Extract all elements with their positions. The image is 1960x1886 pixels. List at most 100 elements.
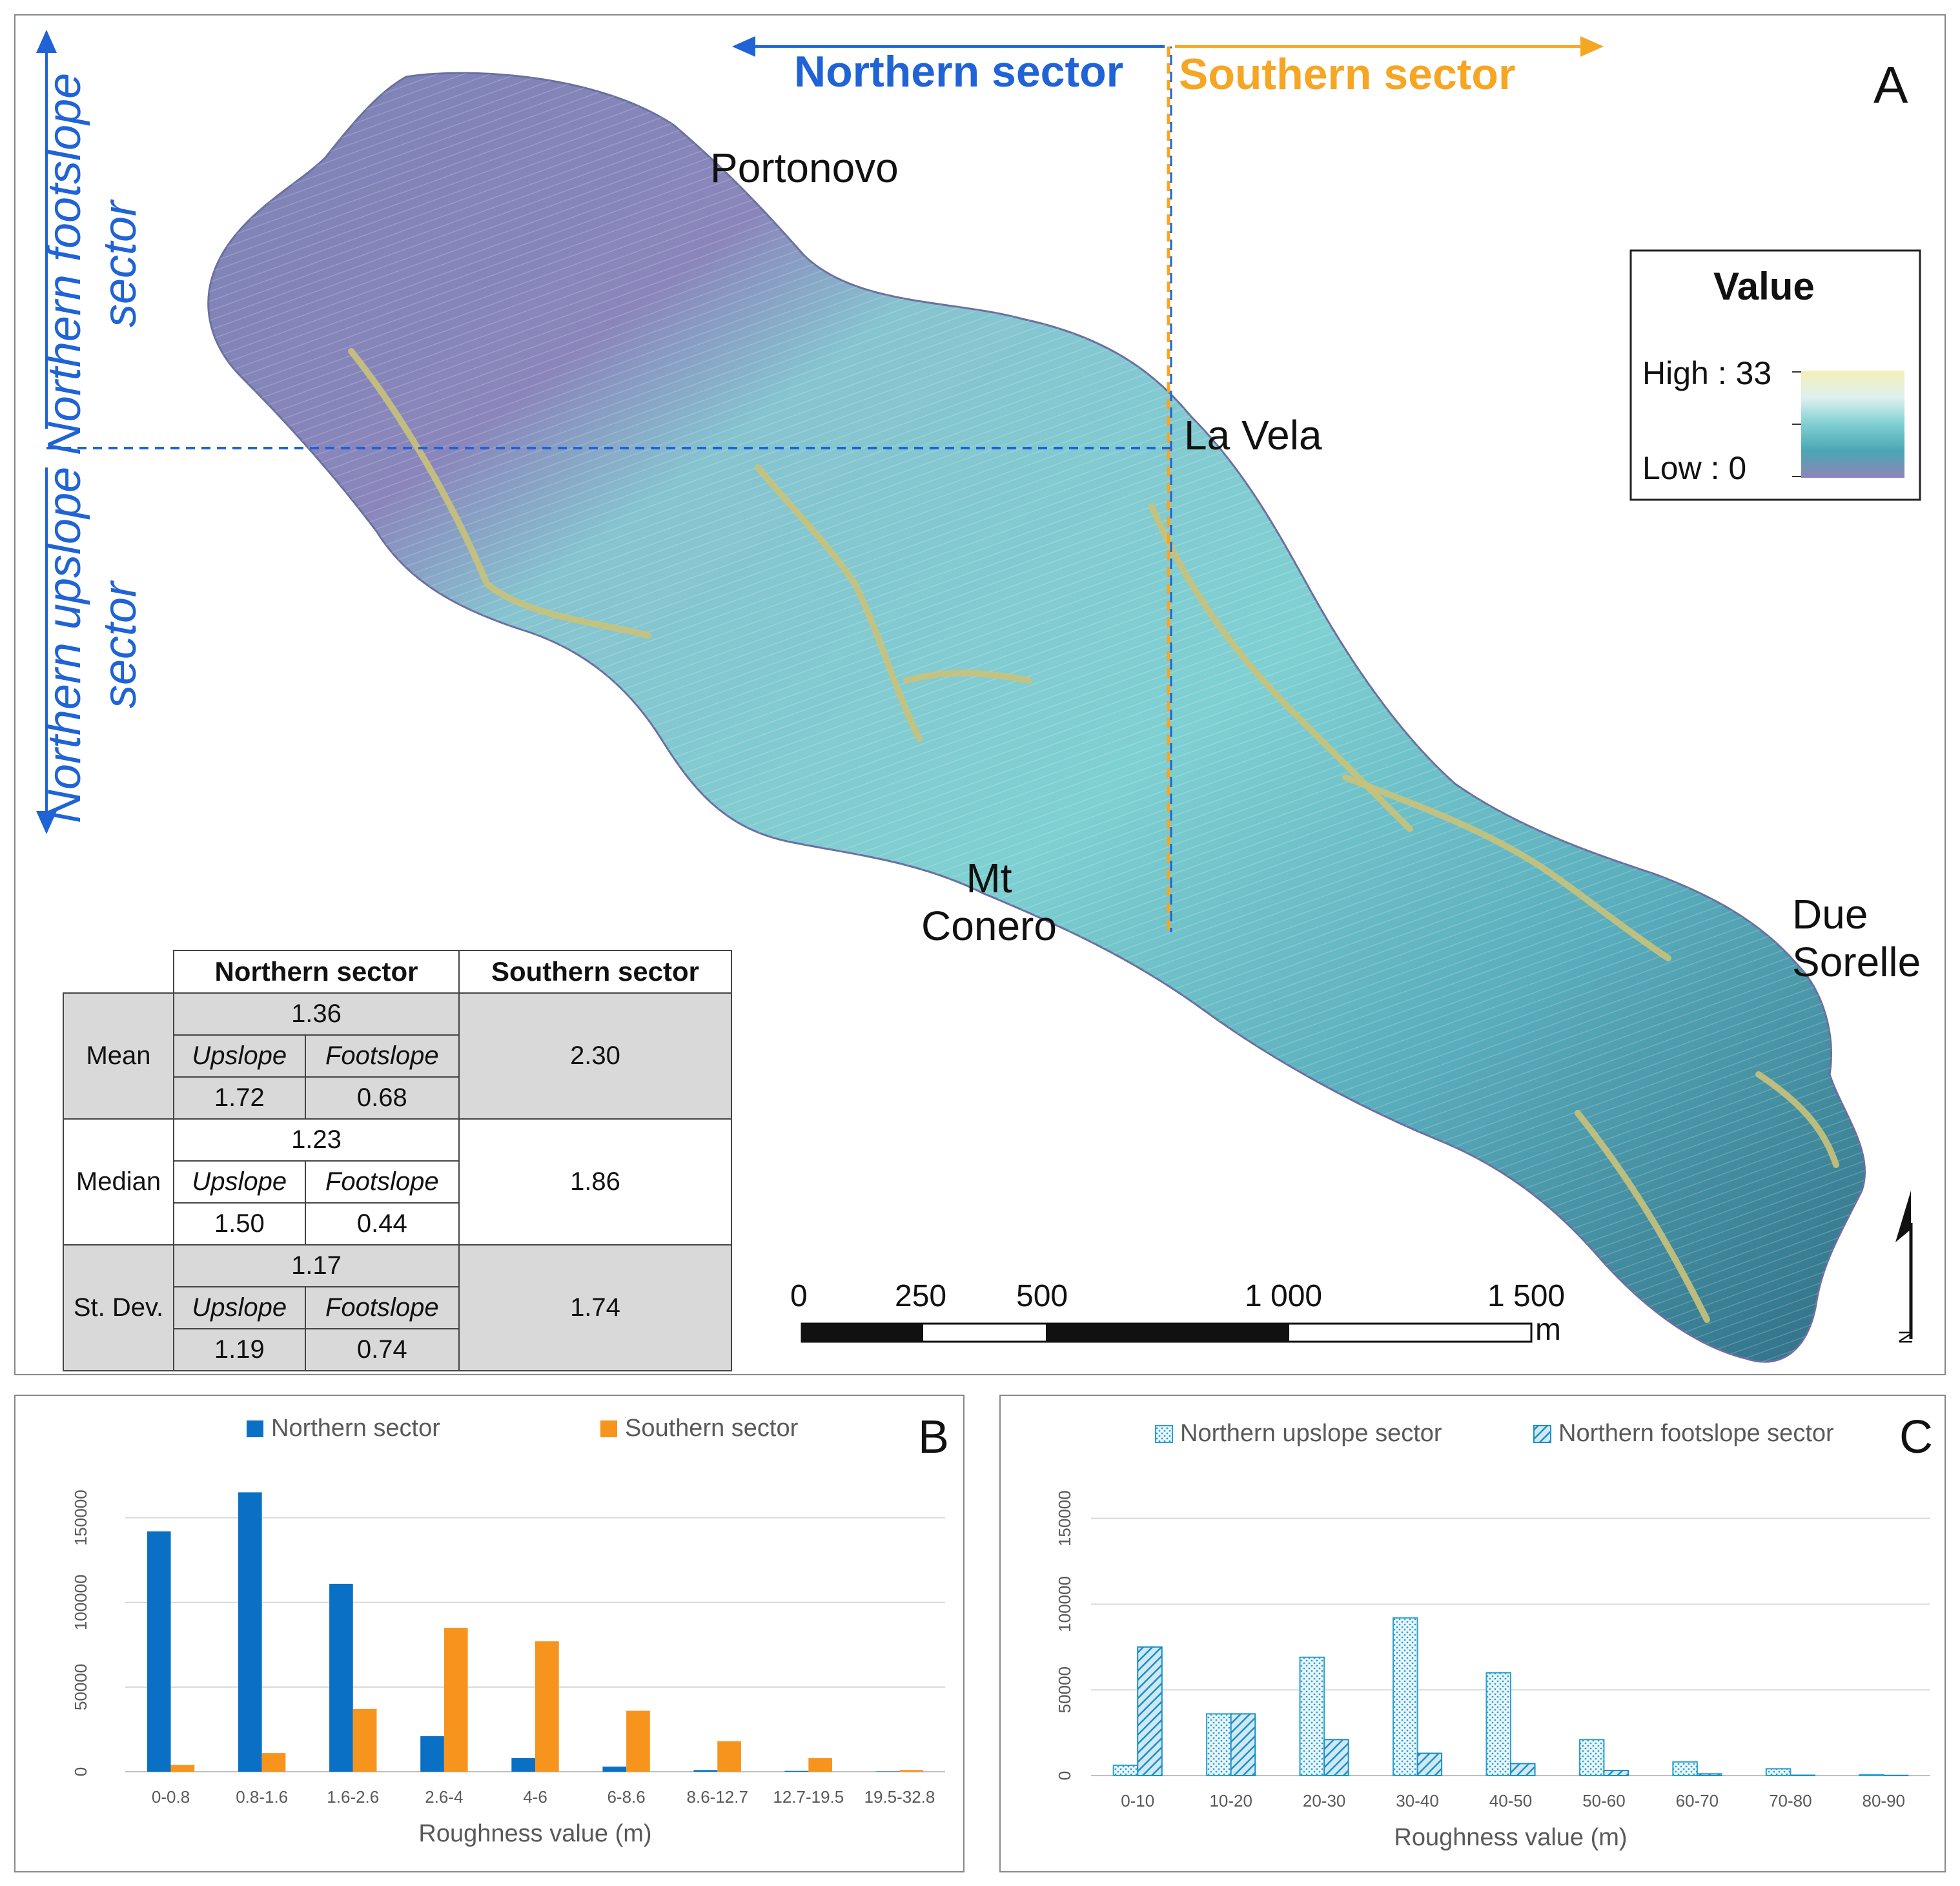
x-tick-label: 10-20 — [1209, 1791, 1252, 1810]
sub-up: Upslope — [173, 1034, 306, 1078]
footslope-sector-label: Northern footslope sector — [39, 70, 151, 458]
upslope-label-line2: sector — [94, 581, 146, 709]
foot-value: 0.68 — [304, 1076, 460, 1120]
histogram-c: 0 50000 100000 150000 0-10 10-20 20-30 30-40 40-… — [1055, 1411, 1933, 1851]
chart-panel-b: 0 50000 100000 150000 0-0.8 0.8-1.6 1.6-2.6 2.6… — [14, 1395, 965, 1872]
x-tick-label: 12.7-19.5 — [773, 1787, 844, 1807]
panel-letter-b: B — [918, 1411, 949, 1463]
place-sorelle: Sorelle — [1792, 938, 1921, 985]
place-conero: Conero — [921, 902, 1057, 949]
north-value: 1.36 — [173, 992, 460, 1036]
bar-series2-7 — [808, 1758, 833, 1772]
place-portonovo: Portonovo — [710, 145, 899, 191]
histogram-b: 0 50000 100000 150000 0-0.8 0.8-1.6 1.6-2.6 2.6… — [71, 1411, 949, 1847]
bar-series1-6 — [693, 1770, 718, 1772]
footslope-label-line2: sector — [94, 200, 146, 328]
bar-series1-2 — [329, 1583, 353, 1772]
bar-series2-3 — [444, 1628, 468, 1772]
upslope-arrow — [36, 467, 57, 834]
legend-gradient — [1801, 371, 1904, 478]
bar-series2-2 — [1323, 1739, 1349, 1777]
y-tick-label: 50000 — [71, 1664, 90, 1710]
row-label: St. Dev. — [63, 1244, 174, 1371]
bar-series1-7 — [784, 1770, 809, 1772]
x-tick-label: 6-8.6 — [607, 1787, 645, 1807]
y-tick-label: 100000 — [71, 1574, 90, 1630]
x-tick-label: 30-40 — [1396, 1791, 1439, 1810]
statistics-table: Northern sector Southern sector Mean 1.3… — [63, 950, 732, 1371]
peninsula-texture — [208, 73, 1865, 1362]
bar-series2-4 — [535, 1641, 559, 1772]
legend-swatch-2 — [600, 1420, 617, 1437]
bar-series1-1 — [1206, 1713, 1232, 1776]
x-axis-title: Roughness value (m) — [1394, 1824, 1627, 1851]
bar-series2-1 — [261, 1753, 286, 1772]
scale-bar — [801, 1322, 1533, 1343]
bar-series2-2 — [352, 1708, 377, 1772]
y-tick-label: 0 — [71, 1767, 90, 1776]
foot-value: 0.44 — [304, 1202, 460, 1245]
x-tick-label: 60-70 — [1676, 1791, 1719, 1810]
northern-sector-heading: Northern sector — [794, 47, 1124, 96]
bar-series2-5 — [626, 1710, 650, 1772]
scale-tick-0: 0 — [790, 1279, 808, 1313]
legend-label-1: Northern upslope sector — [1180, 1420, 1442, 1447]
x-tick-label: 0.8-1.6 — [236, 1787, 288, 1807]
legend-low: Low : 0 — [1642, 450, 1747, 486]
panel-letter-a: A — [1873, 56, 1908, 114]
south-value: 2.30 — [458, 992, 732, 1120]
place-mt-conero: Mt Conero — [892, 855, 1086, 950]
x-tick-label: 0-0.8 — [152, 1787, 190, 1807]
bar-series1-5 — [602, 1767, 627, 1772]
southern-sector-arrow — [1175, 36, 1604, 57]
y-tick-label: 100000 — [1055, 1576, 1074, 1632]
bar-series1-6 — [1672, 1761, 1698, 1776]
bar-series1-0 — [147, 1531, 171, 1772]
scale-tick-250: 250 — [895, 1279, 947, 1313]
legend-title: Value — [1713, 265, 1815, 308]
legend-high: High : 33 — [1642, 355, 1772, 391]
bar-series1-3 — [1393, 1617, 1418, 1777]
x-tick-label: 0-10 — [1121, 1791, 1154, 1810]
x-tick-label: 50-60 — [1582, 1791, 1626, 1810]
sub-foot: Footslope — [304, 1160, 460, 1204]
y-tick-label: 0 — [1055, 1771, 1074, 1780]
row-label: Median — [63, 1118, 174, 1245]
bar-series1-5 — [1578, 1739, 1605, 1777]
bar-series1-4 — [511, 1758, 535, 1772]
bar-series2-5 — [1603, 1770, 1629, 1776]
bar-series2-6 — [717, 1741, 741, 1772]
place-due-sorelle: Due Sorelle — [1792, 891, 1921, 986]
ridge-lines — [348, 348, 1839, 1323]
bar-series1-4 — [1485, 1672, 1512, 1776]
y-tick-label: 150000 — [71, 1490, 90, 1546]
bar-series1-8 — [875, 1771, 900, 1772]
upslope-sector-label: Northern upslope sector — [39, 451, 151, 839]
chart-panel-c: 0 50000 100000 150000 0-10 10-20 20-30 30-40 40-… — [999, 1395, 1946, 1872]
legend-swatch-2 — [1533, 1425, 1551, 1443]
sub-up: Upslope — [173, 1160, 306, 1204]
southern-sector-heading: Southern sector — [1179, 50, 1516, 99]
x-tick-label: 4-6 — [523, 1787, 547, 1807]
sub-foot: Footslope — [304, 1286, 460, 1329]
table-header-north: Northern sector — [173, 950, 460, 994]
x-tick-label: 2.6-4 — [425, 1787, 463, 1807]
bar-series1-1 — [238, 1492, 262, 1772]
bar-series2-0 — [170, 1765, 195, 1772]
bar-series2-6 — [1696, 1773, 1722, 1776]
y-tick-label: 50000 — [1055, 1666, 1074, 1713]
x-axis-title: Roughness value (m) — [418, 1820, 651, 1847]
map-panel: Northern sector Southern sector A Northe… — [14, 14, 1946, 1375]
bar-series2-3 — [1416, 1752, 1443, 1777]
north-value: 1.17 — [173, 1244, 460, 1287]
upslope-label-line1: Northern upslope — [39, 466, 90, 824]
sub-foot: Footslope — [304, 1034, 460, 1078]
place-due: Due — [1792, 891, 1868, 938]
north-value: 1.23 — [173, 1118, 460, 1162]
scale-tick-1000: 1 000 — [1245, 1279, 1323, 1313]
scale-tick-1500: 1 500 — [1487, 1279, 1566, 1313]
legend-label-1: Northern sector — [271, 1415, 440, 1442]
roughness-map — [36, 30, 1921, 1363]
table-row-median: Median 1.23 1.86 — [63, 1118, 732, 1245]
sub-up: Upslope — [173, 1286, 306, 1329]
